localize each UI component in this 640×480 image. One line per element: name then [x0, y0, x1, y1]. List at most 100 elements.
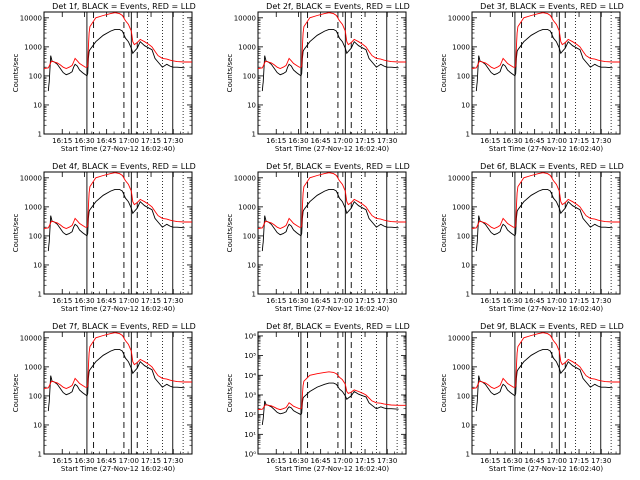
y-tick-label: 100 [243, 232, 256, 240]
series-events-line [475, 348, 613, 412]
panel-title: Det 9f, BLACK = Events, RED = LLD [480, 322, 624, 331]
x-tick-label: 17:15 [141, 137, 161, 145]
panel-title: Det 4f, BLACK = Events, RED = LLD [52, 162, 196, 171]
y-tick-label: 1 [38, 451, 42, 459]
x-tick-label: 17:15 [141, 297, 161, 305]
x-tick-label: 16:30 [74, 137, 94, 145]
series-events-line [475, 188, 613, 252]
x-tick-label: 17:00 [547, 457, 567, 465]
x-tick-label: 16:45 [97, 137, 117, 145]
y-tick-label: 10 [461, 261, 470, 269]
panel-title: Det 8f, BLACK = Events, RED = LLD [266, 322, 410, 331]
plot-frame [471, 331, 621, 455]
x-axis-label: Start Time (27-Nov-12 16:02:40) [489, 145, 603, 153]
series-lld-line [44, 332, 192, 389]
x-tick-label: 17:00 [333, 457, 353, 465]
y-tick-label: 10¹ [244, 431, 256, 439]
x-tick-label: 16:15 [266, 297, 286, 305]
y-tick-label: 1 [252, 131, 256, 139]
x-axis-label: Start Time (27-Nov-12 16:02:40) [275, 305, 389, 313]
y-axis-label: Counts/sec [440, 374, 448, 413]
series-lld-line [258, 172, 406, 229]
series-lld-line [472, 332, 620, 389]
panel-9: 1 10 100 1000 10000 16:15 16:30 16:45 17:00 17:15… [440, 322, 624, 473]
x-tick-label: 16:15 [52, 297, 72, 305]
x-tick-label: 17:30 [163, 297, 183, 305]
series-lld-line [472, 12, 620, 69]
series-lld-line [258, 371, 406, 411]
panel-title: Det 3f, BLACK = Events, RED = LLD [480, 2, 624, 11]
x-tick-label: 16:45 [525, 297, 545, 305]
series-events-line [47, 188, 185, 252]
x-tick-label: 16:45 [311, 297, 331, 305]
y-axis-label: Counts/sec [226, 54, 234, 93]
y-tick-label: 1000 [452, 43, 470, 51]
y-tick-label: 1 [466, 291, 470, 299]
y-tick-label: 10⁰ [244, 451, 256, 459]
x-axis-label: Start Time (27-Nov-12 16:02:40) [61, 305, 175, 313]
x-tick-label: 17:00 [333, 297, 353, 305]
panel-4: 1 10 100 1000 10000 16:15 16:30 16:45 17:00 17:15… [12, 162, 196, 313]
x-tick-label: 17:30 [591, 137, 611, 145]
panel-title: Det 5f, BLACK = Events, RED = LLD [266, 162, 410, 171]
series-events-line [47, 348, 185, 412]
y-axis-label: Counts/sec [12, 214, 20, 253]
y-tick-label: 10 [33, 261, 42, 269]
y-axis-label: Counts/sec [440, 54, 448, 93]
y-tick-label: 100 [29, 232, 42, 240]
x-tick-label: 17:30 [591, 297, 611, 305]
y-tick-label: 1 [466, 451, 470, 459]
x-tick-label: 17:00 [119, 297, 139, 305]
x-tick-label: 17:00 [547, 297, 567, 305]
x-tick-label: 16:45 [525, 457, 545, 465]
panel-title: Det 7f, BLACK = Events, RED = LLD [52, 322, 196, 331]
plot-frame [43, 11, 193, 135]
plot-frame [43, 171, 193, 295]
x-tick-label: 17:15 [569, 137, 589, 145]
series-lld-line [44, 172, 192, 229]
y-tick-label: 1000 [24, 203, 42, 211]
y-tick-label: 10 [33, 421, 42, 429]
panel-2: 1 10 100 1000 10000 16:15 16:30 16:45 17:00 17:15… [226, 2, 410, 153]
y-tick-label: 1000 [238, 203, 256, 211]
y-axis-label: Counts/sec [12, 54, 20, 93]
panel-6: 1 10 100 1000 10000 16:15 16:30 16:45 17:00 17:15… [440, 162, 624, 313]
x-tick-label: 16:30 [502, 137, 522, 145]
x-axis-label: Start Time (27-Nov-12 16:02:40) [61, 465, 175, 473]
plot-frame [43, 331, 193, 455]
y-tick-label: 100 [457, 392, 470, 400]
x-tick-label: 17:30 [377, 297, 397, 305]
panel-title: Det 1f, BLACK = Events, RED = LLD [52, 2, 196, 11]
y-tick-label: 10 [461, 101, 470, 109]
x-tick-label: 16:30 [288, 137, 308, 145]
panel-8: 10⁰ 10¹ 10² 10³ 10⁴ 10⁵ 10⁶ 16:15 16:30 16:45 17:0… [226, 322, 410, 473]
x-tick-label: 16:30 [74, 297, 94, 305]
x-tick-label: 17:00 [547, 137, 567, 145]
panel-title: Det 2f, BLACK = Events, RED = LLD [266, 2, 410, 11]
series-lld-line [258, 12, 406, 69]
x-tick-label: 16:15 [266, 137, 286, 145]
x-tick-label: 16:15 [480, 297, 500, 305]
plot-frame [257, 11, 407, 135]
series-lld-line [44, 12, 192, 69]
x-axis-label: Start Time (27-Nov-12 16:02:40) [61, 145, 175, 153]
x-tick-label: 16:45 [525, 137, 545, 145]
y-tick-label: 1000 [452, 363, 470, 371]
y-tick-label: 1000 [452, 203, 470, 211]
y-tick-label: 10000 [20, 14, 42, 22]
x-tick-label: 17:15 [569, 457, 589, 465]
y-tick-label: 10⁶ [244, 332, 256, 340]
panel-7: 1 10 100 1000 10000 16:15 16:30 16:45 17:00 17:15… [12, 322, 196, 473]
series-events-line [261, 28, 399, 92]
y-tick-label: 1 [252, 291, 256, 299]
series-events-line [475, 28, 613, 92]
x-tick-label: 16:15 [266, 457, 286, 465]
y-tick-label: 1 [466, 131, 470, 139]
x-tick-label: 17:00 [119, 457, 139, 465]
y-tick-label: 100 [29, 392, 42, 400]
x-tick-label: 17:15 [569, 297, 589, 305]
series-lld-line [472, 172, 620, 229]
x-tick-label: 17:00 [333, 137, 353, 145]
series-events-line [261, 188, 399, 252]
x-axis-label: Start Time (27-Nov-12 16:02:40) [275, 465, 389, 473]
